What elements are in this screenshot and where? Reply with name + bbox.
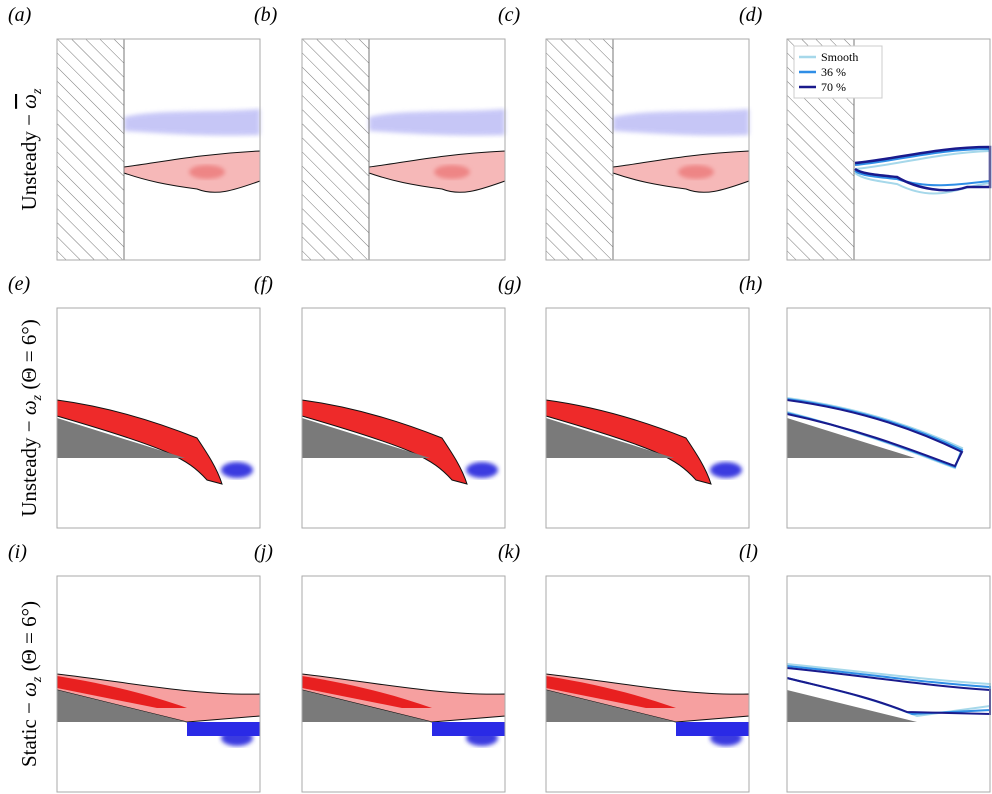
panel: [56, 575, 261, 793]
panel-frame: [56, 307, 261, 529]
body-wedge: [787, 690, 917, 722]
panel-frame: [301, 307, 506, 529]
panel-frame: [786, 307, 991, 529]
panel: [545, 575, 750, 793]
row-label-symbol: ω: [17, 400, 41, 415]
row-label-subscript: z: [30, 88, 45, 95]
panel-frame: [545, 38, 750, 261]
wall: [301, 38, 370, 261]
outline-36: [854, 147, 991, 187]
row-label-symbol: ω: [17, 94, 41, 109]
legend-label: 36 %: [821, 65, 846, 79]
panel: [545, 307, 750, 529]
panel: [56, 307, 261, 529]
row-label: Unsteady − ωz (Θ = 6°): [17, 319, 45, 517]
panel-label: (k): [498, 541, 521, 563]
negative-vorticity: [613, 109, 749, 136]
wall: [56, 38, 125, 261]
panel-frame: [786, 575, 991, 793]
vorticity-core: [546, 676, 676, 708]
row-label-symbol: ω: [17, 682, 41, 697]
row-label-subscript: z: [30, 394, 45, 401]
panel-label: (j): [254, 541, 273, 563]
body-wedge: [546, 690, 676, 722]
panel-label: (f): [254, 273, 273, 295]
legend-label: 70 %: [821, 80, 846, 94]
body-wedge: [787, 418, 915, 458]
row-label-suffix: (Θ = 6°): [17, 319, 41, 395]
positive-vorticity: [545, 399, 712, 485]
row-label-prefix: Unsteady −: [17, 415, 41, 517]
panel-frame: [56, 575, 261, 793]
panel-label: (b): [254, 4, 278, 26]
wall: [545, 38, 614, 261]
body-wedge: [302, 418, 430, 458]
row-label-suffix: (Θ = 6°): [17, 601, 41, 677]
vorticity-core: [678, 165, 714, 179]
negative-vorticity: [124, 109, 260, 136]
panel: [56, 38, 261, 261]
panel-frame: [545, 575, 750, 793]
vorticity-core: [434, 165, 470, 179]
negative-band: [432, 722, 505, 736]
outline: [786, 399, 964, 468]
outline-70: [854, 145, 992, 192]
panel-label: (h): [739, 273, 763, 295]
row-label-subscript: z: [30, 676, 45, 683]
panel-frame: [786, 38, 991, 261]
body-wedge: [57, 418, 185, 458]
legend-label: Smooth: [821, 50, 858, 64]
negative-band: [187, 722, 260, 736]
panel-frame: [56, 38, 261, 261]
panel: [786, 575, 991, 793]
row-label: Static − ωz (Θ = 6°): [17, 601, 45, 767]
row-label-prefix: Unsteady −: [17, 109, 41, 211]
panel-label: (d): [739, 4, 763, 26]
vorticity-core: [189, 165, 225, 179]
panel: [545, 38, 750, 261]
negative-vorticity: [466, 462, 498, 478]
panel-label: (e): [8, 273, 31, 295]
panel-label: (c): [498, 4, 521, 26]
vorticity-core: [57, 676, 187, 708]
row-label-prefix: Static −: [17, 697, 41, 767]
panel-frame: [301, 38, 506, 261]
panel-label: (a): [8, 4, 32, 26]
negative-vorticity: [221, 462, 253, 478]
panel-label: (i): [8, 541, 27, 563]
panel-label: (g): [498, 273, 522, 295]
body-wedge: [57, 690, 187, 722]
panel: [301, 575, 506, 793]
panel-label: (l): [739, 541, 758, 563]
negative-vorticity: [710, 462, 742, 478]
row-label: Unsteady − ωz: [17, 88, 45, 211]
body-wedge: [302, 690, 432, 722]
panel-frame: [301, 575, 506, 793]
positive-vorticity: [301, 399, 468, 485]
panel-background: [787, 308, 990, 528]
body-wedge: [546, 418, 674, 458]
panel: [301, 38, 506, 261]
positive-vorticity: [56, 399, 223, 485]
negative-vorticity: [369, 109, 505, 136]
panel: [786, 307, 991, 529]
negative-band: [676, 722, 749, 736]
panel: [301, 307, 506, 529]
vorticity-core: [302, 676, 432, 708]
panel-frame: [545, 307, 750, 529]
